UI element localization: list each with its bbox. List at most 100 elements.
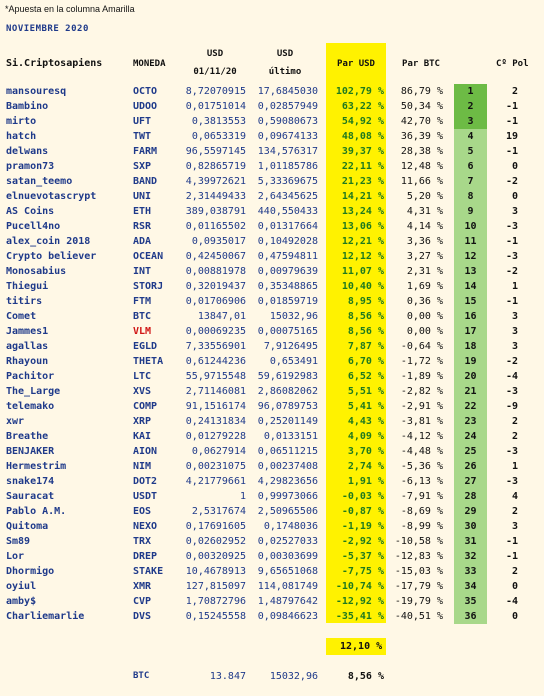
usd-last: 1,01185786 bbox=[257, 161, 318, 172]
usd-start: 2,71146081 bbox=[185, 386, 246, 397]
header-user: Si.Criptosapiens bbox=[6, 58, 103, 69]
rank-badge: 16 bbox=[454, 309, 487, 324]
usd-start: 0,0935017 bbox=[191, 236, 246, 247]
par-usd: -5,37 % bbox=[341, 551, 384, 562]
footnote: *Apuesta en la columna Amarilla bbox=[5, 4, 135, 14]
pol-change: -4 bbox=[505, 371, 518, 382]
coin-symbol: FTM bbox=[133, 296, 152, 307]
table-row: mirto UFT 0,3813553 0,59080673 54,92 % 42,70 … bbox=[0, 114, 544, 129]
pol-change: -2 bbox=[505, 176, 518, 187]
user-name: Pucell4no bbox=[6, 221, 61, 232]
user-name: Crypto believer bbox=[6, 251, 97, 262]
user-name: Quitoma bbox=[6, 521, 49, 532]
pol-change: -1 bbox=[505, 536, 518, 547]
table-row: Bambino UDOO 0,01751014 0,02857949 63,22 % 50… bbox=[0, 99, 544, 114]
table-row: Crypto believer OCEAN 0,42450067 0,47594811… bbox=[0, 249, 544, 264]
usd-last: 0,01317664 bbox=[257, 221, 318, 232]
header-usd1-top: USD bbox=[206, 49, 224, 59]
par-btc: 50,34 % bbox=[400, 101, 443, 112]
month-title: NOVIEMBRE 2020 bbox=[6, 24, 89, 34]
coin-symbol: UFT bbox=[133, 116, 152, 127]
coin-symbol: LTC bbox=[133, 371, 152, 382]
par-usd: 21,23 % bbox=[341, 176, 384, 187]
usd-last: 0,10492028 bbox=[257, 236, 318, 247]
rank-badge: 8 bbox=[454, 189, 487, 204]
par-btc: -10,58 % bbox=[394, 536, 443, 547]
par-usd: 6,52 % bbox=[347, 371, 384, 382]
pol-change: -1 bbox=[505, 116, 518, 127]
coin-symbol: DREP bbox=[133, 551, 158, 562]
rank-badge: 15 bbox=[454, 294, 487, 309]
usd-last: 1,48797642 bbox=[257, 596, 318, 607]
coin-symbol: NIM bbox=[133, 461, 152, 472]
user-name: Comet bbox=[6, 311, 37, 322]
pol-change: -2 bbox=[505, 266, 518, 277]
usd-start: 1 bbox=[239, 491, 246, 502]
coin-symbol: XVS bbox=[133, 386, 152, 397]
par-usd: 5,51 % bbox=[347, 386, 384, 397]
coin-symbol: AION bbox=[133, 446, 158, 457]
par-btc: 36,39 % bbox=[400, 131, 443, 142]
user-name: pramon73 bbox=[6, 161, 55, 172]
rank-badge: 4 bbox=[454, 129, 487, 144]
table-row: elnuevotascrypt UNI 2,31449433 2,64345625 14… bbox=[0, 189, 544, 204]
pol-change: 19 bbox=[505, 131, 518, 142]
table-row: alex_coin 2018 ADA 0,0935017 0,10492028 12,2… bbox=[0, 234, 544, 249]
usd-start: 0,17691605 bbox=[185, 521, 246, 532]
par-btc: 12,48 % bbox=[400, 161, 443, 172]
pol-change: 3 bbox=[511, 311, 518, 322]
usd-last: 0,35348865 bbox=[257, 281, 318, 292]
par-btc: 0,36 % bbox=[406, 296, 443, 307]
pol-change: -1 bbox=[505, 236, 518, 247]
usd-start: 1,70872796 bbox=[185, 596, 246, 607]
par-usd: 12,12 % bbox=[341, 251, 384, 262]
rank-badge: 36 bbox=[454, 609, 487, 624]
par-usd: -12,92 % bbox=[335, 596, 384, 607]
par-usd: 4,43 % bbox=[347, 416, 384, 427]
coin-symbol: NEXO bbox=[133, 521, 158, 532]
user-name: Charliemarlie bbox=[6, 611, 85, 622]
table-row: Quitoma NEXO 0,17691605 0,1748036 -1,19 % -8,… bbox=[0, 519, 544, 534]
rank-badge: 3 bbox=[454, 114, 487, 129]
table-row: Hermestrim NIM 0,00231075 0,00237408 2,74 % -… bbox=[0, 459, 544, 474]
pol-change: -1 bbox=[505, 101, 518, 112]
par-btc: 0,00 % bbox=[406, 326, 443, 337]
usd-start: 0,00069235 bbox=[185, 326, 246, 337]
rank-badge: 28 bbox=[454, 489, 487, 504]
usd-start: 389,038791 bbox=[185, 206, 246, 217]
rank-badge: 26 bbox=[454, 459, 487, 474]
par-btc: -40,51 % bbox=[394, 611, 443, 622]
pol-change: -4 bbox=[505, 596, 518, 607]
table-row: Pachitor LTC 55,9715548 59,6192983 6,52 % -1,… bbox=[0, 369, 544, 384]
coin-symbol: FARM bbox=[133, 146, 158, 157]
rank-badge: 9 bbox=[454, 204, 487, 219]
user-name: elnuevotascrypt bbox=[6, 191, 97, 202]
rank-badge: 2 bbox=[454, 99, 487, 114]
usd-start: 55,9715548 bbox=[185, 371, 246, 382]
header-coin: MONEDA bbox=[133, 59, 166, 69]
usd-start: 4,21779661 bbox=[185, 476, 246, 487]
coin-symbol: UDOO bbox=[133, 101, 158, 112]
usd-start: 0,24131834 bbox=[185, 416, 246, 427]
table-row: Thiegui STORJ 0,32019437 0,35348865 10,40 % 1… bbox=[0, 279, 544, 294]
user-name: Bambino bbox=[6, 101, 49, 112]
pol-change: -3 bbox=[505, 251, 518, 262]
table-row: telemako COMP 91,1516174 96,0789753 5,41 % -2… bbox=[0, 399, 544, 414]
usd-last: 96,0789753 bbox=[257, 401, 318, 412]
usd-last: 0,02857949 bbox=[257, 101, 318, 112]
usd-last: 2,50965506 bbox=[257, 506, 318, 517]
table-row: Pucell4no RSR 0,01165502 0,01317664 13,06 % 4… bbox=[0, 219, 544, 234]
table-row: oyiul XMR 127,815097 114,081749 -10,74 % -17,… bbox=[0, 579, 544, 594]
usd-last: 114,081749 bbox=[257, 581, 318, 592]
rank-badge: 14 bbox=[454, 279, 487, 294]
rank-badge: 13 bbox=[454, 264, 487, 279]
table-row: AS Coins ETH 389,038791 440,550433 13,24 % 4,… bbox=[0, 204, 544, 219]
table-row: mansouresq OCTO 8,72070915 17,6845030 102,79… bbox=[0, 84, 544, 99]
par-usd: 3,70 % bbox=[347, 446, 384, 457]
coin-symbol: INT bbox=[133, 266, 152, 277]
par-btc: 3,27 % bbox=[406, 251, 443, 262]
usd-last: 0,06511215 bbox=[257, 446, 318, 457]
btc-footer-label: BTC bbox=[133, 671, 150, 681]
par-usd: 8,56 % bbox=[347, 326, 384, 337]
table-row: Breathe KAI 0,01279228 0,0133151 4,09 % -4,12… bbox=[0, 429, 544, 444]
